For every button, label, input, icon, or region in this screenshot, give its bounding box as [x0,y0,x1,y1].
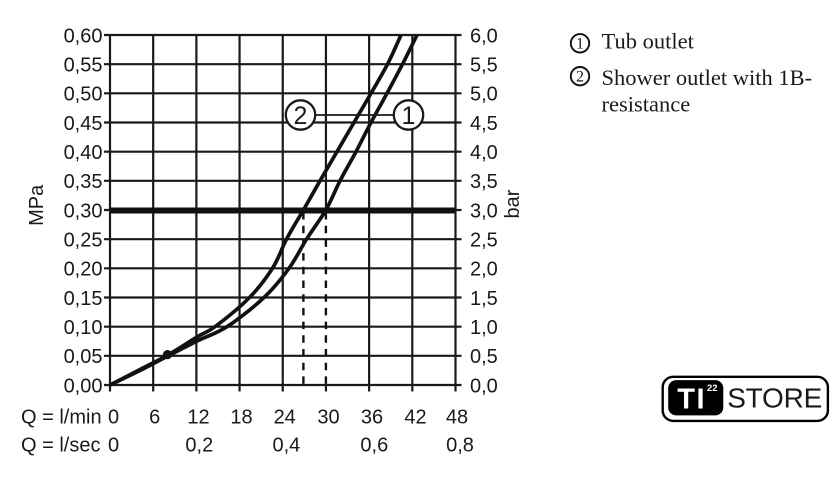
svg-text:1: 1 [402,102,416,130]
svg-text:2: 2 [576,69,584,86]
svg-text:0,55: 0,55 [64,54,103,76]
svg-text:3,0: 3,0 [470,200,498,222]
svg-text:6: 6 [149,406,160,428]
svg-text:0,30: 0,30 [64,200,103,222]
svg-text:1,5: 1,5 [470,288,498,310]
svg-text:0,45: 0,45 [64,113,103,135]
svg-text:resistance: resistance [602,92,691,117]
svg-text:4,5: 4,5 [470,113,498,135]
svg-text:30: 30 [317,406,339,428]
svg-text:5,0: 5,0 [470,84,498,106]
svg-text:6,0: 6,0 [470,25,498,47]
svg-text:4,0: 4,0 [470,142,498,164]
svg-text:12: 12 [187,406,209,428]
svg-text:0,8: 0,8 [446,434,474,456]
svg-text:TI: TI [677,383,706,415]
svg-text:0,4: 0,4 [272,434,300,456]
svg-text:0,60: 0,60 [64,25,103,47]
svg-text:0,50: 0,50 [64,84,103,106]
svg-text:MPa: MPa [26,184,48,226]
svg-text:24: 24 [274,406,296,428]
svg-text:0,0: 0,0 [470,375,498,397]
svg-text:0: 0 [108,434,119,456]
svg-text:0,2: 0,2 [185,434,213,456]
svg-text:0,35: 0,35 [64,171,103,193]
svg-text:0,20: 0,20 [64,259,103,281]
svg-text:Tub outlet: Tub outlet [602,29,695,54]
svg-text:2,0: 2,0 [470,259,498,281]
svg-text:22: 22 [707,383,718,394]
svg-text:Q = l/sec: Q = l/sec [21,434,100,456]
svg-text:36: 36 [361,406,383,428]
svg-text:Shower outlet with 1B-: Shower outlet with 1B- [602,65,813,90]
svg-text:bar: bar [502,189,524,218]
svg-text:Q = l/min: Q = l/min [21,406,102,428]
svg-text:5,5: 5,5 [470,54,498,76]
svg-text:0,40: 0,40 [64,142,103,164]
svg-text:0: 0 [108,406,119,428]
svg-text:2: 2 [294,102,308,130]
svg-text:0,25: 0,25 [64,229,103,251]
svg-text:3,5: 3,5 [470,171,498,193]
svg-text:0,10: 0,10 [64,317,103,339]
svg-text:1: 1 [576,36,584,53]
svg-text:0,00: 0,00 [64,375,103,397]
svg-text:0,6: 0,6 [360,434,388,456]
svg-text:STORE: STORE [727,383,822,414]
svg-text:1,0: 1,0 [470,317,498,339]
svg-text:42: 42 [404,406,426,428]
svg-text:0,5: 0,5 [470,346,498,368]
svg-text:0,15: 0,15 [64,288,103,310]
svg-text:18: 18 [230,406,252,428]
svg-text:2,5: 2,5 [470,229,498,251]
svg-text:48: 48 [446,406,468,428]
svg-text:0,05: 0,05 [64,346,103,368]
